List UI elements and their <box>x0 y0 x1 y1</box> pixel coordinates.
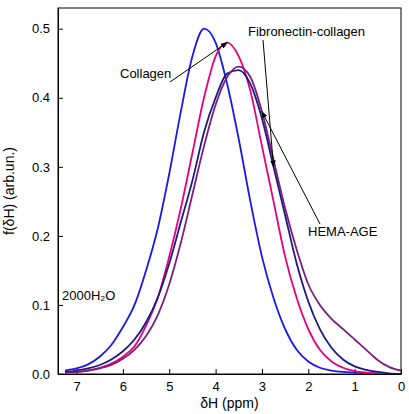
y-tick: 0.1 <box>32 298 63 313</box>
series-label: 2000H₂O <box>62 288 115 303</box>
y-tick-mark <box>58 29 63 30</box>
x-tick: 3 <box>259 369 266 394</box>
x-tick-label: 7 <box>73 379 80 394</box>
annotations: 2000H₂O Collagen Fibronectin-collagen HEMA-… <box>62 24 378 303</box>
y-tick-label: 0.0 <box>32 367 50 382</box>
x-axis-title: δH (ppm) <box>200 395 258 411</box>
chart: 7 6 5 4 3 2 1 0 0.0 0.1 0.2 0.3 0.4 0.5 2000H₂O Collage… <box>0 0 409 414</box>
y-tick-mark <box>58 167 63 168</box>
series-line <box>65 67 401 373</box>
y-tick-label: 0.5 <box>32 21 50 36</box>
x-tick-label: 4 <box>212 379 219 394</box>
y-tick-mark <box>58 236 63 237</box>
x-tick-mark <box>308 369 309 374</box>
y-tick: 0.4 <box>32 90 63 105</box>
y-tick-mark <box>58 305 63 306</box>
x-tick-label: 0 <box>398 379 405 394</box>
y-tick: 0.3 <box>32 159 63 174</box>
x-tick-mark <box>169 369 170 374</box>
x-tick: 2 <box>305 369 312 394</box>
y-axis: 0.0 0.1 0.2 0.3 0.4 0.5 <box>32 9 63 382</box>
x-tick: 6 <box>120 369 127 394</box>
plot: 7 6 5 4 3 2 1 0 0.0 0.1 0.2 0.3 0.4 0.5 2000H₂O Collage… <box>32 8 405 394</box>
plot-frame <box>58 8 401 374</box>
x-tick-mark <box>216 369 217 374</box>
y-axis-title: f(δH) (arb.un.) <box>1 147 17 235</box>
series-line <box>65 43 401 374</box>
x-tick-label: 5 <box>166 379 173 394</box>
y-tick-mark <box>58 98 63 99</box>
y-tick-mark <box>58 374 63 375</box>
x-tick: 5 <box>166 369 173 394</box>
x-tick-mark <box>401 369 402 374</box>
x-tick: 4 <box>212 369 219 394</box>
x-tick-label: 1 <box>352 379 359 394</box>
y-tick-label: 0.4 <box>32 90 50 105</box>
x-tick-label: 3 <box>259 379 266 394</box>
annotation-arrow <box>262 112 320 224</box>
annotation-arrow <box>170 43 227 82</box>
lines <box>65 29 401 374</box>
x-tick-label: 2 <box>305 379 312 394</box>
y-tick-label: 0.2 <box>32 229 50 244</box>
series-label: Collagen <box>120 66 171 81</box>
x-tick: 0 <box>398 369 405 394</box>
series-label: HEMA-AGE <box>308 224 378 239</box>
series-line <box>65 70 401 374</box>
x-tick-mark <box>123 369 124 374</box>
y-tick-label: 0.1 <box>32 298 50 313</box>
y-tick: 0.2 <box>32 229 63 244</box>
x-tick-label: 6 <box>120 379 127 394</box>
y-tick-label: 0.3 <box>32 159 50 174</box>
x-tick-mark <box>262 369 263 374</box>
y-axis-line <box>58 9 59 375</box>
y-tick: 0.5 <box>32 21 63 36</box>
x-axis-line <box>59 374 402 375</box>
annotation-arrow <box>263 40 274 167</box>
y-tick: 0.0 <box>32 367 63 382</box>
series-label: Fibronectin-collagen <box>248 24 365 39</box>
series-line <box>65 29 401 374</box>
